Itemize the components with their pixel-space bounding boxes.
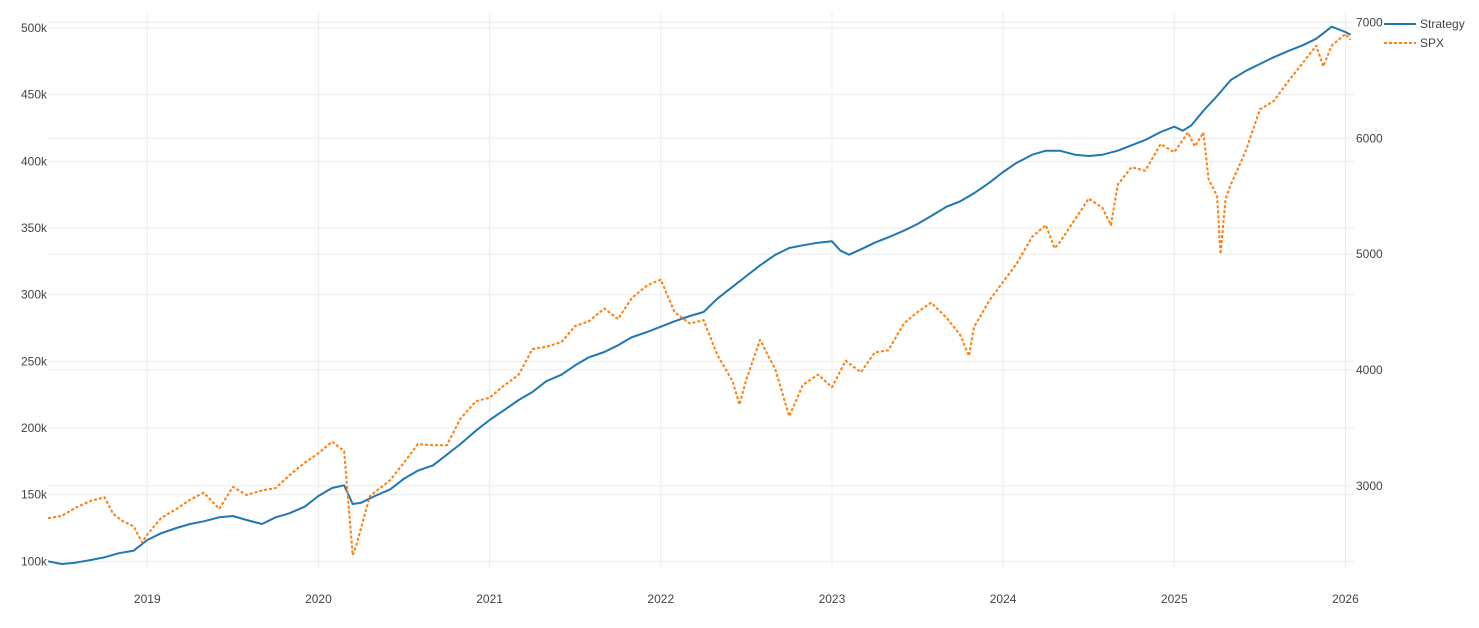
axis-tick-labels: 2019 2020 2021 2022 2023 2024 2025 2026 100k 150k… — [21, 15, 1383, 606]
y-tick-label-500k: 500k — [21, 21, 48, 35]
x-tick-label-2025: 2025 — [1161, 592, 1188, 606]
y2-tick-label-3000: 3000 — [1356, 479, 1383, 493]
x-tick-label-2021: 2021 — [476, 592, 503, 606]
legend[interactable]: Strategy SPX — [1384, 17, 1465, 50]
y-tick-label-350k: 350k — [21, 221, 48, 235]
y2-tick-label-6000: 6000 — [1356, 131, 1383, 145]
y-tick-label-100k: 100k — [21, 554, 48, 568]
grid-lines — [48, 12, 1354, 568]
y-tick-label-300k: 300k — [21, 288, 48, 302]
y-tick-label-200k: 200k — [21, 421, 48, 435]
x-tick-label-2023: 2023 — [819, 592, 846, 606]
series-line-spx[interactable] — [47, 33, 1352, 557]
x-tick-label-2024: 2024 — [990, 592, 1017, 606]
y-tick-label-150k: 150k — [21, 488, 48, 502]
y-tick-label-450k: 450k — [21, 88, 48, 102]
x-tick-label-2026: 2026 — [1332, 592, 1359, 606]
y2-tick-label-7000: 7000 — [1356, 15, 1383, 29]
y2-tick-label-4000: 4000 — [1356, 363, 1383, 377]
legend-label-strategy: Strategy — [1420, 17, 1465, 31]
series-line-strategy[interactable] — [47, 25, 1352, 565]
y-tick-label-250k: 250k — [21, 354, 48, 368]
x-tick-label-2020: 2020 — [305, 592, 332, 606]
y2-tick-label-5000: 5000 — [1356, 247, 1383, 261]
y-tick-label-400k: 400k — [21, 154, 48, 168]
legend-label-spx: SPX — [1420, 36, 1444, 50]
series-lines — [47, 25, 1352, 565]
x-tick-label-2019: 2019 — [134, 592, 161, 606]
x-tick-label-2022: 2022 — [647, 592, 674, 606]
